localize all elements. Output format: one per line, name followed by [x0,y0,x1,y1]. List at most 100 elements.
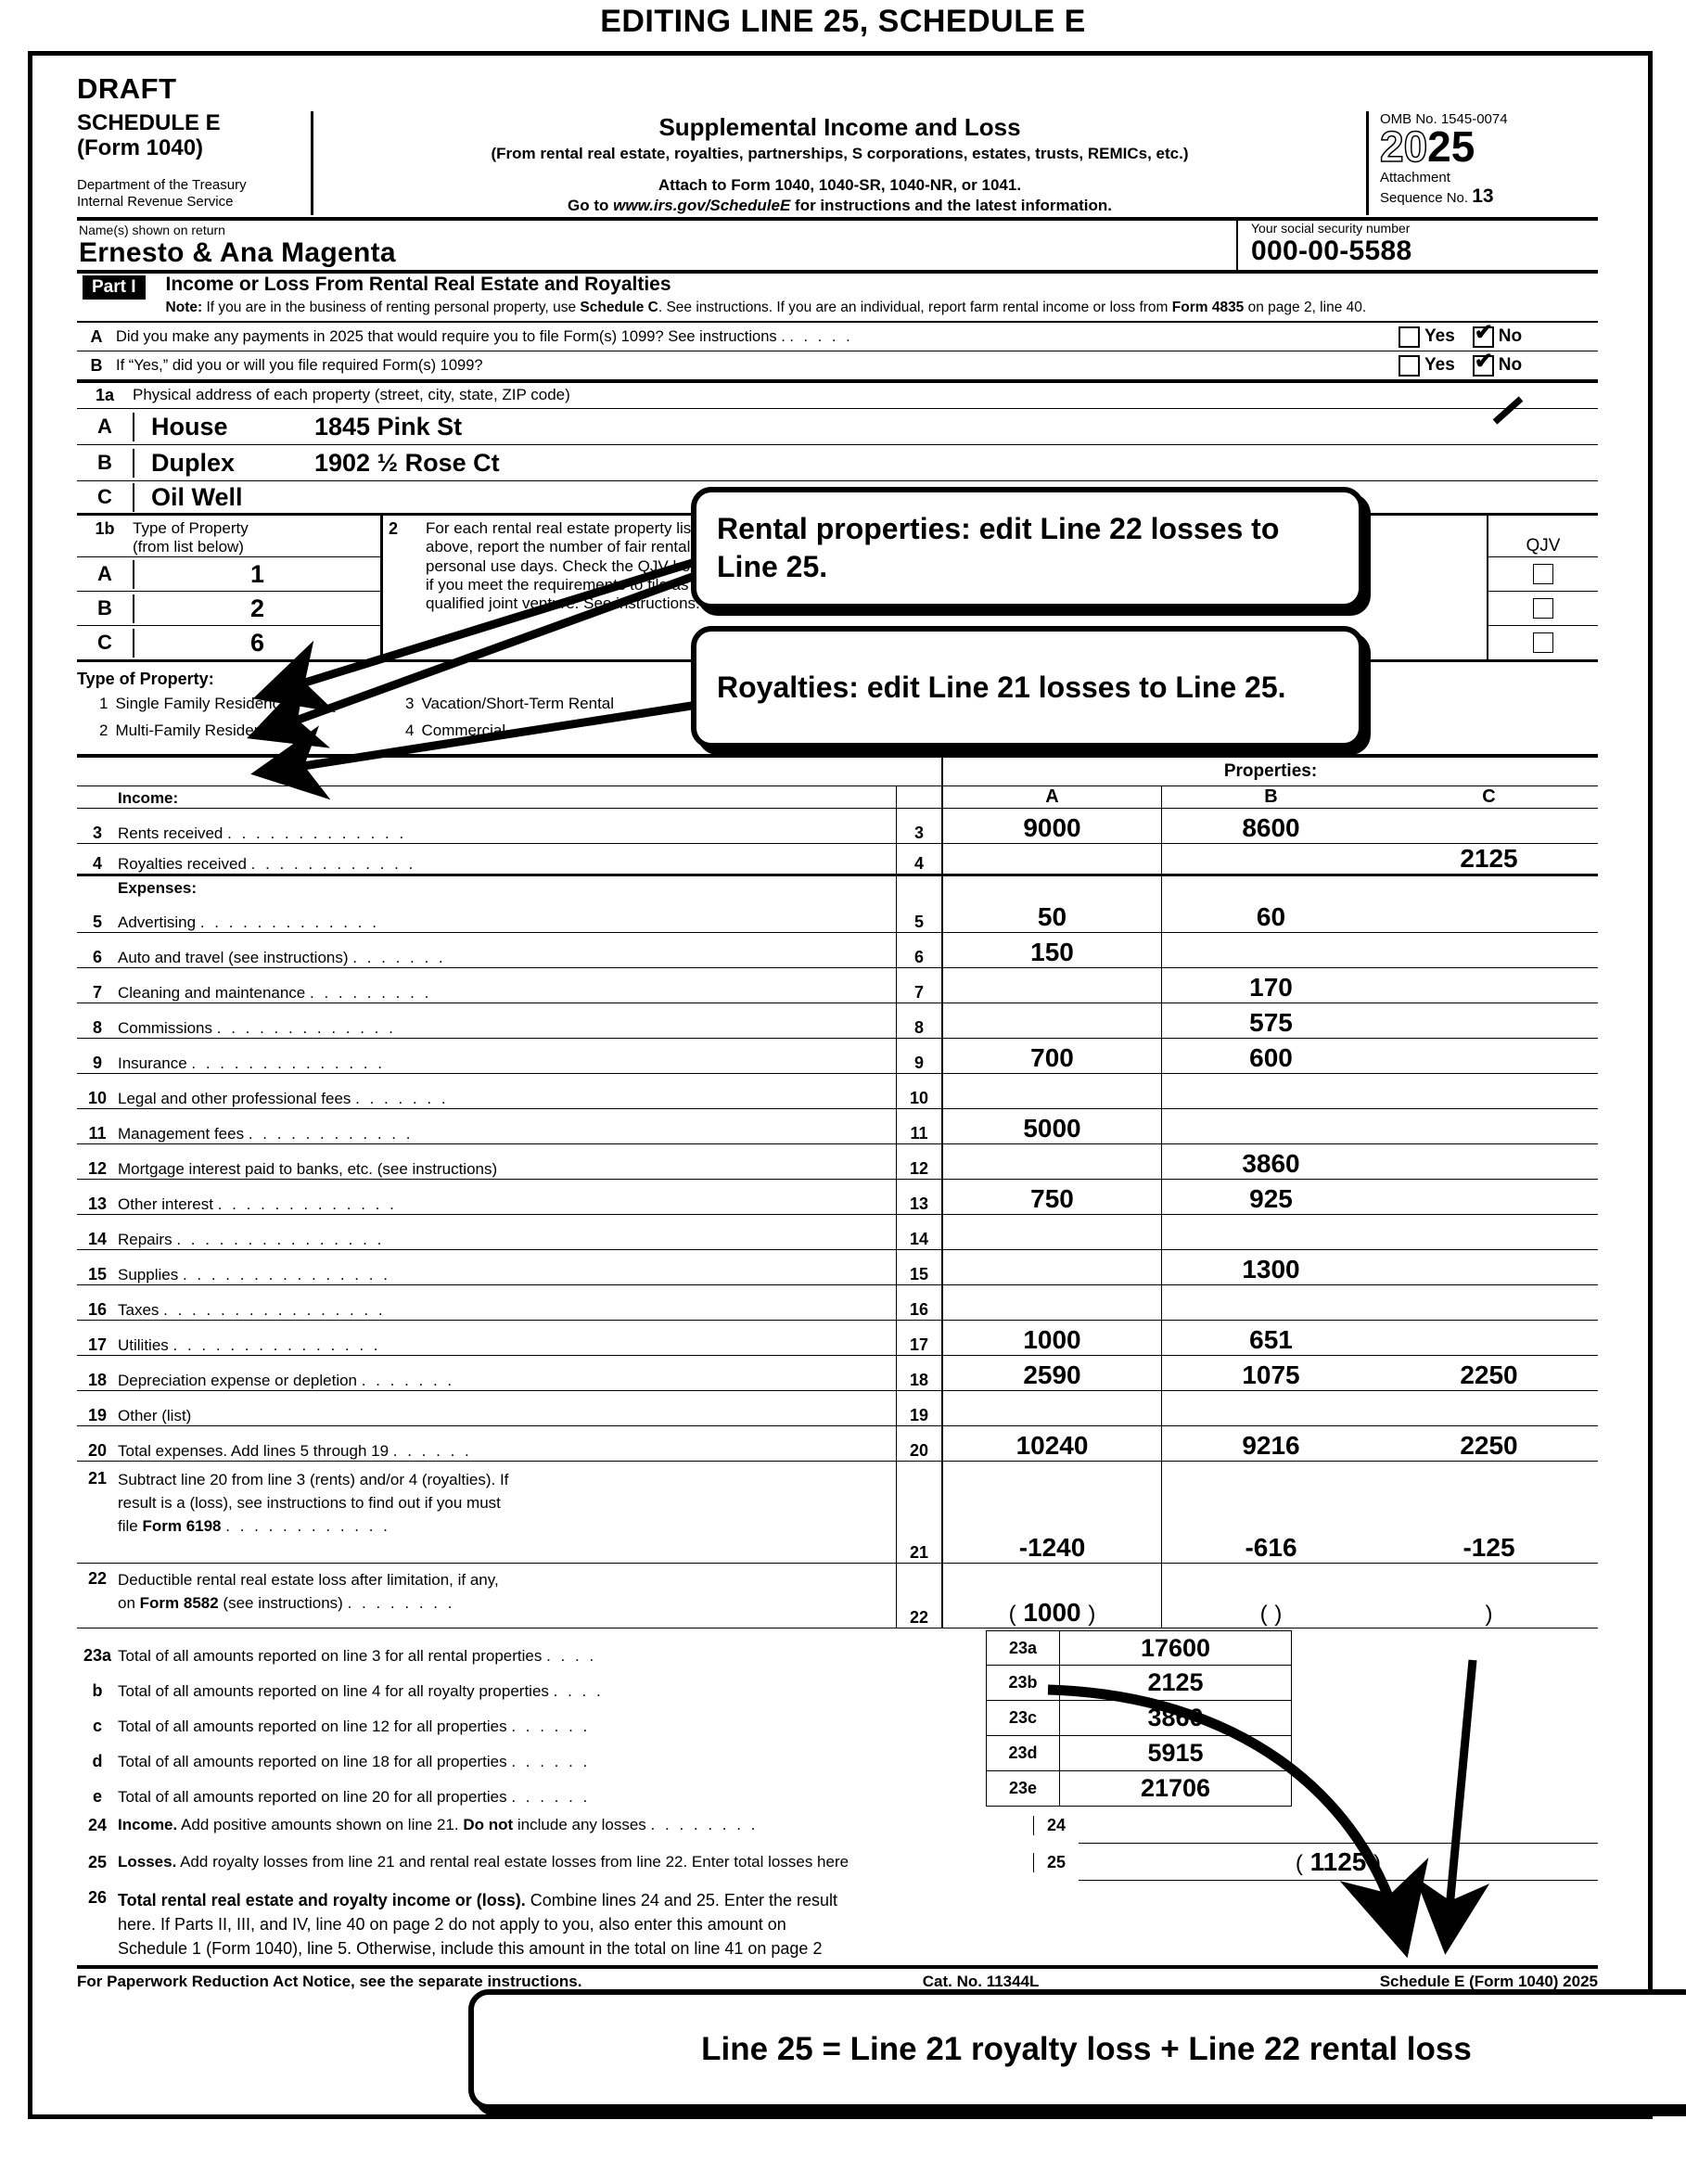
row-8-value-a[interactable] [941,1003,1162,1040]
qjv-checkbox-b[interactable] [1533,598,1553,619]
row-9-value-b[interactable]: 600 [1161,1038,1380,1075]
row-19-value-c[interactable] [1380,1390,1598,1427]
row-22-amount-a[interactable]: 1000 [1023,1598,1081,1628]
ssn-field-group[interactable]: Your social security number 000-00-5588 [1236,221,1598,270]
qjv-checkbox-c[interactable] [1533,632,1553,654]
line-25-value-cell[interactable]: ( 1125 ) [1079,1845,1598,1881]
question-a-answers: Yes No [1399,322,1598,348]
line-24-value[interactable] [1079,1807,1598,1844]
row-12-value-b[interactable]: 3860 [1161,1143,1380,1181]
line-23d-value[interactable]: 5915 [1147,1739,1204,1768]
ssn-value[interactable]: 000-00-5588 [1251,236,1412,266]
row-21-value-a[interactable]: -1240 [941,1461,1162,1565]
row-8-value-b[interactable]: 575 [1161,1003,1380,1040]
row-13-value-b[interactable]: 925 [1161,1179,1380,1216]
property-b-type-row[interactable]: B 2 [77,591,380,625]
row-16-value-b[interactable] [1161,1284,1380,1322]
row-11-value-a[interactable]: 5000 [941,1108,1162,1145]
row-20-value-a[interactable]: 10240 [941,1425,1162,1462]
row-22-value-b[interactable]: ( ) [1161,1563,1380,1629]
row-12-value-a[interactable] [941,1143,1162,1181]
property-b-address[interactable]: 1902 ½ Rose Ct [314,448,500,477]
row-5-value-c[interactable] [1380,898,1598,934]
row-15-value-b[interactable]: 1300 [1161,1249,1380,1286]
property-b-type-name[interactable]: Duplex [151,448,236,477]
line-23e-value[interactable]: 21706 [1140,1774,1211,1803]
row-5-value-b[interactable]: 60 [1161,898,1380,934]
property-a-type-name[interactable]: House [151,412,228,441]
row-22-value-c[interactable]: ) [1380,1563,1598,1629]
row-18-value-a[interactable]: 2590 [941,1355,1162,1392]
property-a-type-row[interactable]: A 1 [77,556,380,591]
qjv-cell-b[interactable] [1488,591,1598,625]
row-3-value-b[interactable]: 8600 [1161,808,1380,845]
row-21-value-b[interactable]: -616 [1161,1461,1380,1565]
row-17-value-a[interactable]: 1000 [941,1320,1162,1357]
question-a-no-checkbox[interactable] [1472,322,1494,348]
row-12-value-c[interactable] [1380,1143,1598,1181]
row-6-value-b[interactable] [1161,932,1380,969]
row-16-value-c[interactable] [1380,1284,1598,1322]
row-9-value-a[interactable]: 700 [941,1038,1162,1075]
row-3-value-a[interactable]: 9000 [941,808,1162,845]
row-18-value-c[interactable]: 2250 [1380,1355,1598,1392]
row-7-value-c[interactable] [1380,967,1598,1004]
row-18-value-b[interactable]: 1075 [1161,1355,1380,1392]
row-16-value-a[interactable] [941,1284,1162,1322]
row-11-value-b[interactable] [1161,1108,1380,1145]
property-c-type-name[interactable]: Oil Well [151,482,243,511]
row-17-value-b[interactable]: 651 [1161,1320,1380,1357]
line-25-value[interactable]: 1125 [1309,1846,1367,1876]
question-a-yes-checkbox[interactable] [1399,326,1420,348]
row-3-value-c[interactable] [1380,808,1598,845]
qjv-cell-a[interactable] [1488,556,1598,591]
row-10-value-b[interactable] [1161,1073,1380,1110]
row-13-value-c[interactable] [1380,1179,1598,1216]
row-6-value-c[interactable] [1380,932,1598,969]
row-10-value-a[interactable] [941,1073,1162,1110]
question-b-yes-checkbox[interactable] [1399,354,1420,377]
row-14-value-a[interactable] [941,1214,1162,1251]
property-b-address-row[interactable]: B Duplex 1902 ½ Rose Ct [77,444,1598,480]
qjv-cell-c[interactable] [1488,625,1598,659]
row-7-value-b[interactable]: 170 [1161,967,1380,1004]
row-20-value-b[interactable]: 9216 [1161,1425,1380,1462]
row-15-value-a[interactable] [941,1249,1162,1286]
irs-url[interactable]: www.irs.gov/ScheduleE [613,197,791,214]
property-a-address[interactable]: 1845 Pink St [314,412,463,441]
row-15-value-c[interactable] [1380,1249,1598,1286]
row-8-value-c[interactable] [1380,1003,1598,1040]
property-b-type-code[interactable]: 2 [133,594,380,623]
row-14-value-c[interactable] [1380,1214,1598,1251]
row-19-value-a[interactable] [941,1390,1162,1427]
row-21-value-c[interactable]: -125 [1380,1461,1598,1565]
row-14-value-b[interactable] [1161,1214,1380,1251]
row-4-value-c[interactable]: 2125 [1380,843,1598,877]
property-c-type-row[interactable]: C 6 [77,625,380,659]
row-9-value-c[interactable] [1380,1038,1598,1075]
line-23c-value[interactable]: 3860 [1147,1704,1204,1732]
qjv-checkbox-a[interactable] [1533,564,1553,585]
row-19-value-b[interactable] [1161,1390,1380,1427]
name-field-group[interactable]: Name(s) shown on return Ernesto & Ana Ma… [77,221,1236,270]
row-4-value-a[interactable] [941,843,1162,877]
property-c-address-row[interactable]: C Oil Well [77,480,1598,513]
line-23a-value[interactable]: 17600 [1140,1634,1211,1663]
row-17-value-c[interactable] [1380,1320,1598,1357]
property-a-type-code[interactable]: 1 [133,559,380,589]
row-7-value-a[interactable] [941,967,1162,1004]
line-23b-value[interactable]: 2125 [1147,1668,1204,1697]
row-4-value-b[interactable] [1161,843,1380,877]
property-a-address-row[interactable]: A House 1845 Pink St [77,408,1598,444]
row-5-value-a[interactable]: 50 [941,898,1162,934]
name-value[interactable]: Ernesto & Ana Magenta [79,237,396,268]
row-21-desc-3: file [118,1516,143,1535]
row-10-value-c[interactable] [1380,1073,1598,1110]
row-20-value-c[interactable]: 2250 [1380,1425,1598,1462]
property-c-type-code[interactable]: 6 [133,628,380,658]
row-13-value-a[interactable]: 750 [941,1179,1162,1216]
row-22-value-a[interactable]: ( 1000 ) [941,1563,1162,1629]
row-11-value-c[interactable] [1380,1108,1598,1145]
question-b-no-checkbox[interactable] [1472,351,1494,377]
row-6-value-a[interactable]: 150 [941,932,1162,969]
